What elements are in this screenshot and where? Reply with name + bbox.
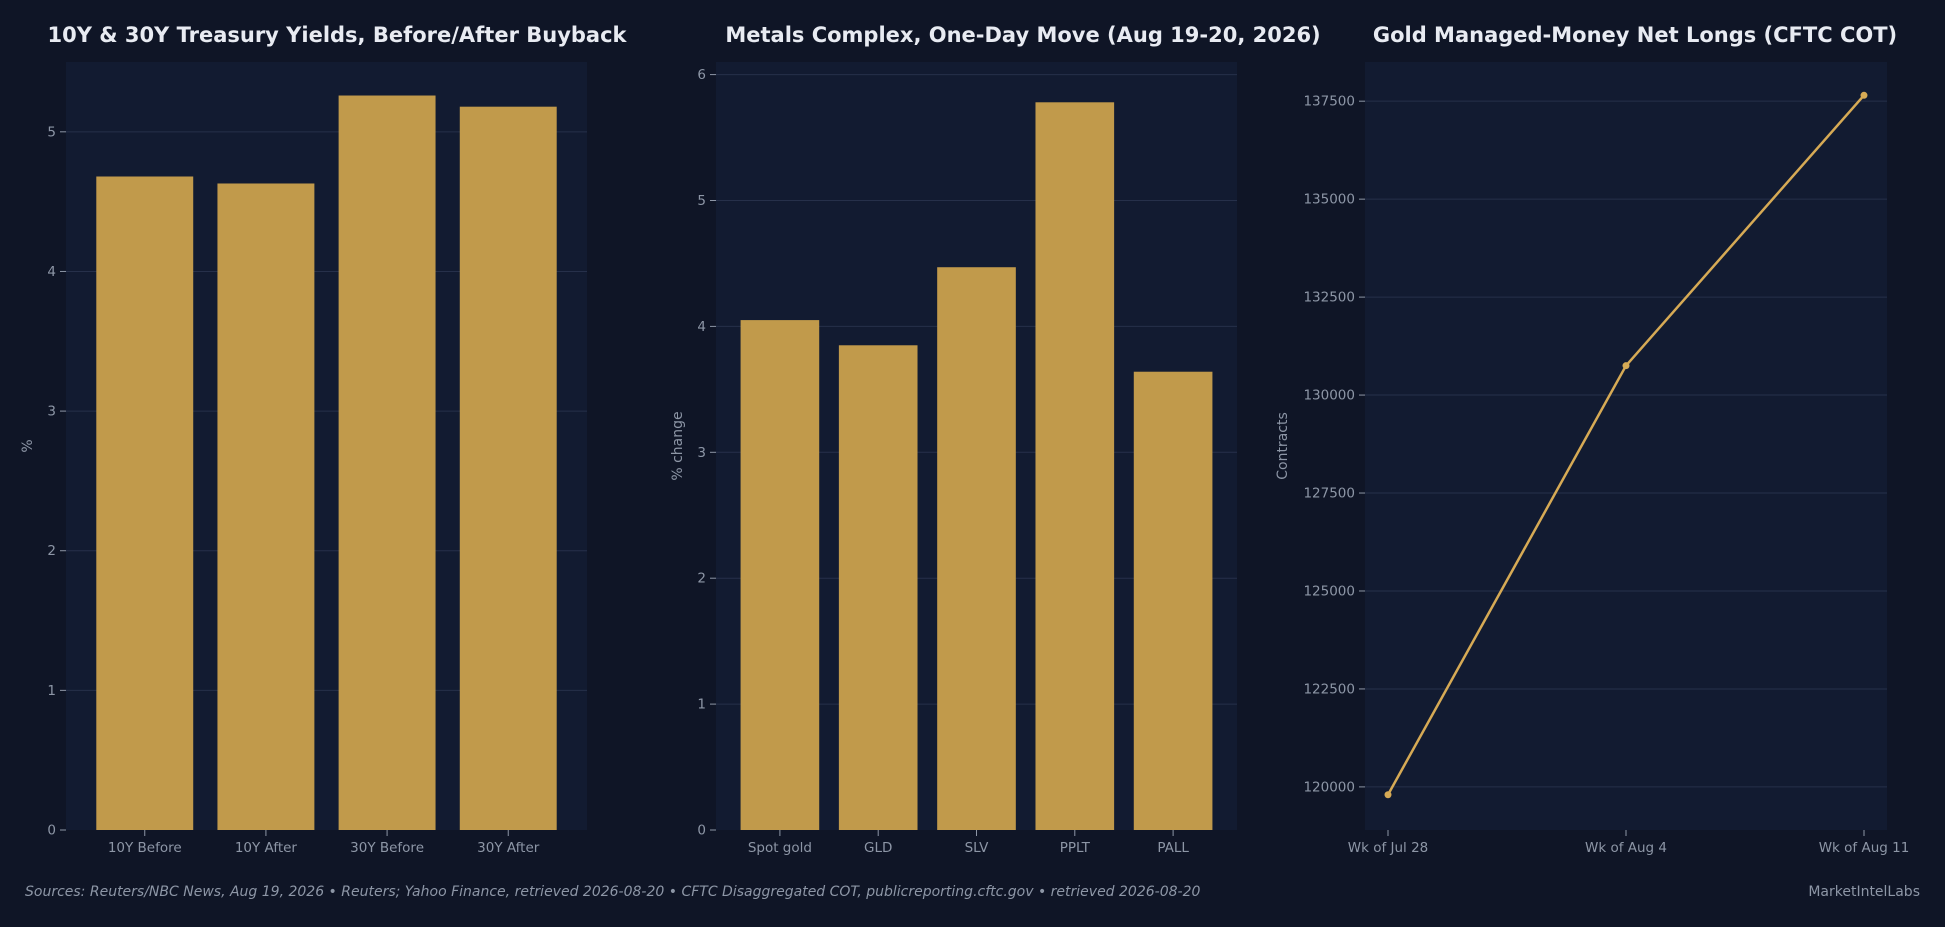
y-tick-label: 4 (47, 264, 56, 280)
y-tick-label: 1 (697, 697, 706, 713)
x-tick-label: 10Y Before (108, 840, 182, 856)
x-tick-label: Spot gold (748, 840, 812, 856)
bar-0 (96, 176, 194, 830)
footer-sources: Sources: Reuters/NBC News, Aug 19, 2026 … (25, 884, 1201, 900)
chart-title: 10Y & 30Y Treasury Yields, Before/After … (47, 23, 627, 47)
y-tick-label: 137500 (1303, 94, 1355, 110)
y-tick-label: 5 (47, 124, 56, 140)
bar-3 (1035, 102, 1115, 831)
y-tick-label: 127500 (1303, 486, 1355, 502)
bar-3 (459, 106, 557, 830)
footer-brand: MarketIntelLabs (1808, 884, 1920, 900)
data-point-0 (1384, 791, 1392, 799)
y-tick-label: 1 (47, 683, 56, 699)
x-tick-label: 30Y Before (350, 840, 424, 856)
y-tick-label: 3 (47, 404, 56, 420)
y-tick-label: 0 (697, 823, 706, 839)
y-tick-label: 2 (697, 571, 706, 587)
x-tick-label: Wk of Aug 4 (1585, 840, 1667, 856)
y-tick-label: 5 (697, 193, 706, 209)
x-tick-label: SLV (965, 840, 990, 856)
x-tick-label: Wk of Jul 28 (1348, 840, 1429, 856)
bar-2 (338, 95, 436, 831)
y-tick-label: 3 (697, 445, 706, 461)
bar-4 (1133, 371, 1213, 830)
bar-1 (838, 345, 918, 830)
y-tick-label: 132500 (1303, 290, 1355, 306)
y-tick-label: 130000 (1303, 388, 1355, 404)
y-tick-label: 2 (47, 543, 56, 559)
x-tick-label: Wk of Aug 11 (1819, 840, 1910, 856)
bar-1 (217, 183, 315, 830)
bar-2 (937, 267, 1016, 830)
x-tick-label: 10Y After (235, 840, 298, 856)
y-axis-label: % change (670, 411, 686, 480)
y-axis-label: Contracts (1275, 412, 1291, 480)
x-tick-label: PALL (1157, 840, 1189, 856)
data-point-1 (1622, 362, 1630, 370)
x-tick-label: PPLT (1060, 840, 1091, 856)
plot-area (1365, 62, 1887, 830)
y-tick-label: 0 (47, 823, 56, 839)
y-tick-label: 125000 (1303, 583, 1355, 599)
chart-panel-1: 0 1 2 3 4 5 10Y & 30Y Treasury Yields, Before/… (20, 23, 628, 856)
y-axis-label: % (20, 439, 36, 452)
y-tick-label: 122500 (1303, 681, 1355, 697)
y-tick-label: 135000 (1303, 192, 1355, 208)
x-tick-label: GLD (864, 840, 892, 856)
chart-panel-2: 0 1 2 3 4 5 6 Metals Complex, One-Day Move (Aug… (670, 23, 1321, 856)
data-point-2 (1860, 91, 1868, 99)
bar-0 (740, 320, 820, 830)
chart-title: Metals Complex, One-Day Move (Aug 19-20,… (725, 23, 1320, 47)
x-tick-label: 30Y After (477, 840, 540, 856)
y-tick-label: 6 (697, 67, 706, 83)
chart-title: Gold Managed-Money Net Longs (CFTC COT) (1373, 23, 1897, 47)
chart-panel-3: 120000 122500 125000 127500 130000 132500 1350… (1275, 23, 1909, 856)
y-tick-label: 4 (697, 319, 706, 335)
y-tick-label: 120000 (1303, 779, 1355, 795)
